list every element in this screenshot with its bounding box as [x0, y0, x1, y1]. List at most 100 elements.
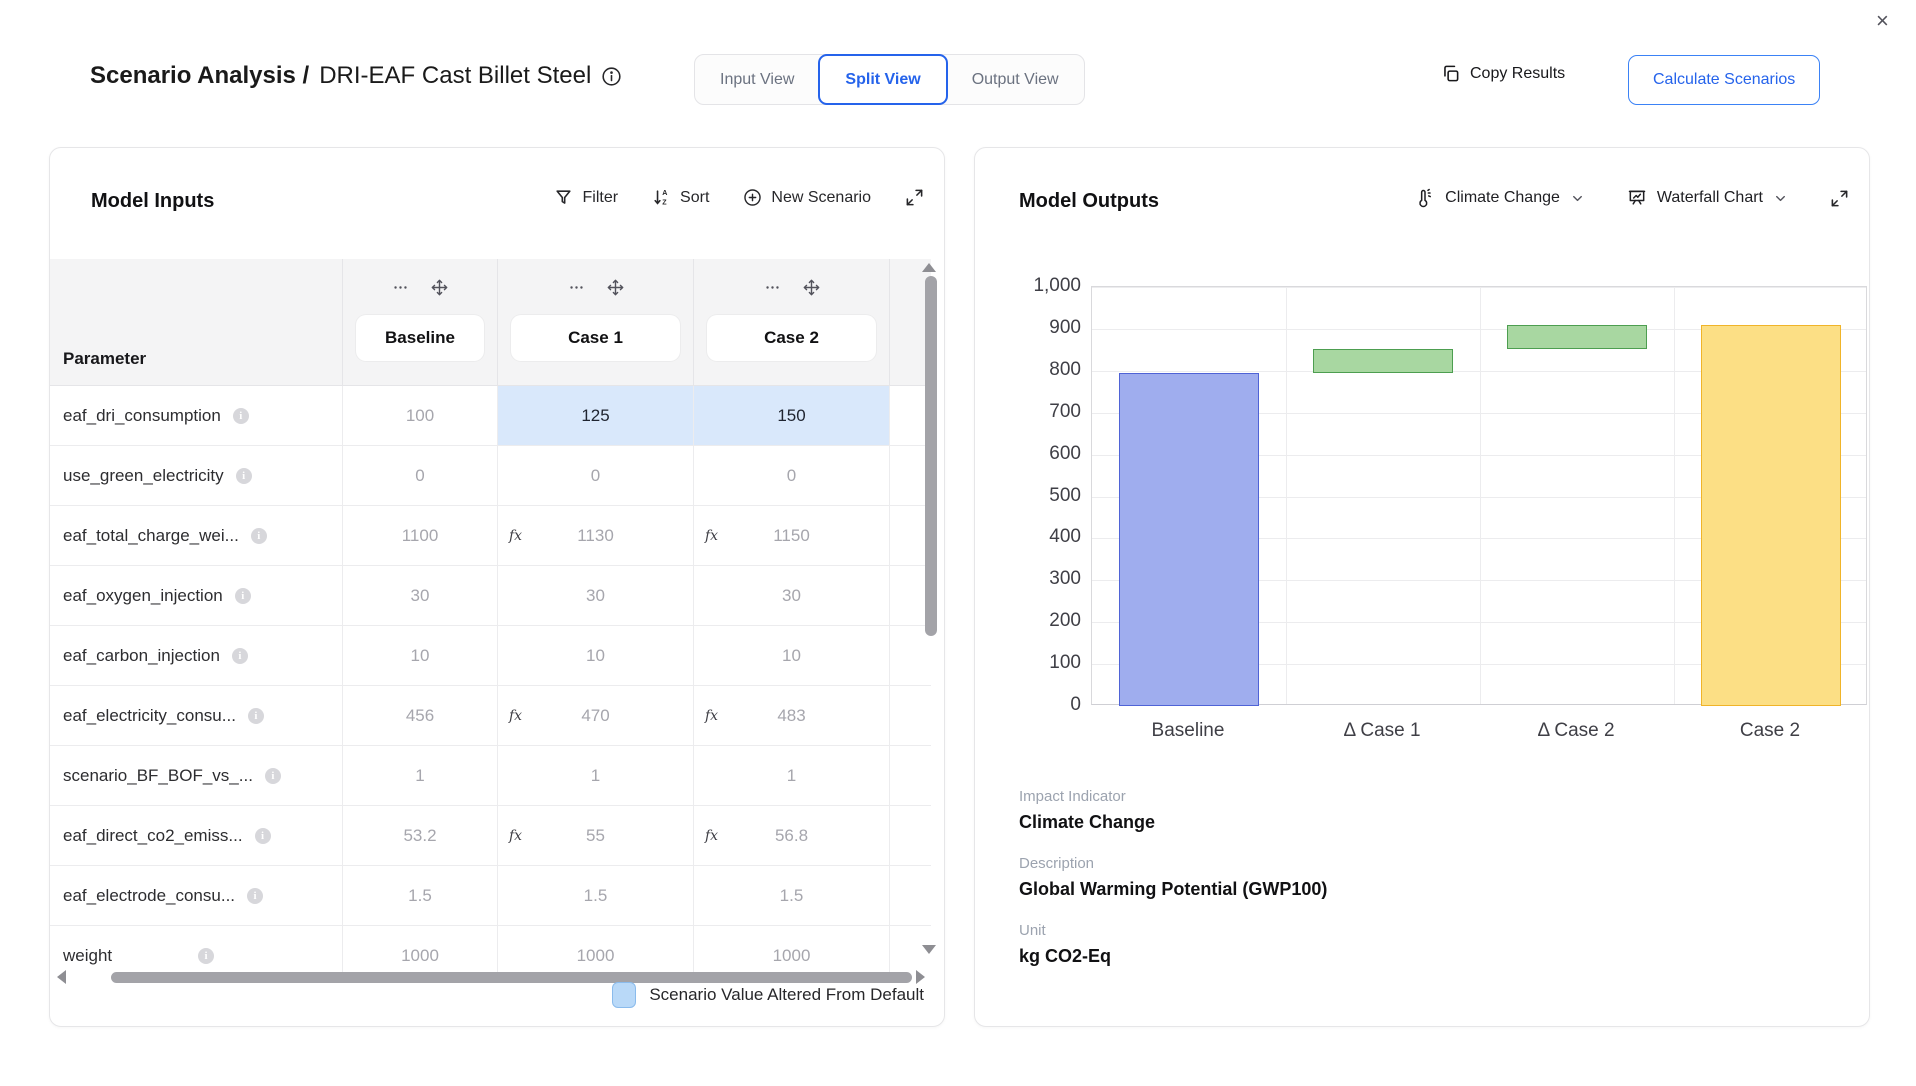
info-label: Description: [1019, 855, 1095, 872]
filter-icon: [556, 190, 572, 204]
cell-value: 1.5: [408, 885, 432, 905]
parameter-name: weight: [63, 945, 113, 965]
vertical-scroll-up-arrow[interactable]: [922, 263, 936, 272]
tab-input-view[interactable]: Input View: [720, 70, 795, 88]
parameter-info-icon[interactable]: i: [232, 407, 249, 424]
gridline: [1480, 287, 1481, 704]
parameter-info-icon[interactable]: i: [198, 947, 214, 964]
impact-indicator-dropdown[interactable]: Climate Change: [1415, 188, 1585, 208]
value-cell[interactable]: 10: [498, 626, 694, 685]
vertical-scrollbar-thumb[interactable]: [925, 276, 937, 636]
value-cell[interactable]: fx 470: [498, 686, 694, 745]
parameter-info-icon[interactable]: i: [247, 707, 264, 724]
value-cell[interactable]: 1100: [343, 506, 498, 565]
value-cell[interactable]: fx 56.8: [694, 806, 890, 865]
value-cell[interactable]: 53.2: [343, 806, 498, 865]
value-cell[interactable]: 10: [343, 626, 498, 685]
value-cell[interactable]: 0: [498, 446, 694, 505]
value-cell[interactable]: 150: [694, 386, 890, 445]
scenario-name-pill[interactable]: Baseline: [356, 315, 484, 361]
horizontal-scroll-left-arrow[interactable]: [57, 970, 66, 984]
horizontal-scrollbar-thumb[interactable]: [111, 972, 912, 983]
inputs-expand-button[interactable]: [905, 188, 924, 207]
column-menu-icon[interactable]: [392, 279, 409, 296]
scenario-name-pill[interactable]: Case 2: [707, 315, 876, 361]
value-cell[interactable]: 1000: [498, 926, 694, 976]
value-cell[interactable]: 1: [343, 746, 498, 805]
value-cell[interactable]: fx 1150: [694, 506, 890, 565]
column-move-icon[interactable]: [607, 279, 624, 296]
tab-output-view[interactable]: Output View: [971, 70, 1059, 88]
parameter-info-icon[interactable]: i: [231, 647, 248, 664]
y-tick-label: 0: [1070, 694, 1081, 715]
formula-fx-icon: fx: [705, 827, 719, 844]
y-tick-label: 600: [1049, 442, 1081, 464]
parameter-cell: eaf_carbon_injection i: [50, 626, 343, 685]
parameter-name: eaf_electricity_consu...: [63, 705, 236, 725]
value-cell[interactable]: 10: [694, 626, 890, 685]
sort-label: Sort: [680, 188, 710, 206]
value-cell[interactable]: 125: [498, 386, 694, 445]
filter-button[interactable]: Filter: [554, 188, 618, 207]
copy-results-button[interactable]: Copy Results: [1441, 64, 1565, 83]
column-menu-icon[interactable]: [568, 279, 585, 296]
table-row: use_green_electricity i 0 0 0: [50, 446, 931, 506]
sort-button[interactable]: A Z Sort: [652, 188, 709, 207]
gridline: [1092, 287, 1866, 288]
info-label: Impact Indicator: [1019, 788, 1126, 805]
parameter-cell: eaf_oxygen_injection i: [50, 566, 343, 625]
tab-split-view[interactable]: Split View: [818, 54, 948, 105]
scenario-name-pill[interactable]: Case 1: [511, 315, 680, 361]
value-cell[interactable]: 100: [343, 386, 498, 445]
close-icon[interactable]: ×: [1876, 8, 1889, 33]
parameter-info-icon[interactable]: i: [234, 587, 251, 604]
value-cell[interactable]: 0: [694, 446, 890, 505]
table-row: eaf_oxygen_injection i 30 30 30: [50, 566, 931, 626]
output-info-group: Description Global Warming Potential (GWP…: [1019, 855, 1327, 900]
waterfall-bar: [1507, 324, 1647, 349]
outputs-expand-button[interactable]: [1830, 189, 1849, 208]
copy-results-label: Copy Results: [1470, 64, 1566, 82]
horizontal-scroll-right-arrow[interactable]: [916, 970, 925, 984]
new-scenario-button[interactable]: New Scenario: [743, 188, 871, 207]
inputs-toolbar: Filter A Z Sort New Scenario: [554, 188, 924, 207]
value-cell[interactable]: 1.5: [694, 866, 890, 925]
value-cell[interactable]: fx 1130: [498, 506, 694, 565]
parameter-info-icon[interactable]: i: [254, 827, 271, 844]
vertical-scroll-down-arrow[interactable]: [922, 945, 936, 954]
value-cell[interactable]: 0: [343, 446, 498, 505]
parameter-info-icon[interactable]: i: [235, 467, 252, 484]
y-tick-label: 100: [1049, 652, 1081, 674]
waterfall-bar: [1313, 349, 1453, 373]
value-cell[interactable]: 30: [694, 566, 890, 625]
value-cell[interactable]: 1000: [343, 926, 498, 976]
column-move-icon[interactable]: [803, 279, 820, 296]
value-cell[interactable]: 1.5: [343, 866, 498, 925]
value-cell[interactable]: fx 483: [694, 686, 890, 745]
cell-value: 1000: [401, 945, 439, 965]
cell-value: 483: [777, 705, 806, 725]
parameter-name: scenario_BF_BOF_vs_...: [63, 765, 253, 785]
parameter-info-icon[interactable]: i: [247, 887, 264, 904]
value-cell[interactable]: 30: [498, 566, 694, 625]
waterfall-chart: 0 100 200 300 400 500 600 700 800 900 1,000 Baseli…: [975, 148, 1871, 768]
cell-value: 1000: [576, 945, 615, 965]
gridline: [1092, 538, 1866, 540]
info-icon[interactable]: [601, 66, 622, 87]
calculate-scenarios-button[interactable]: Calculate Scenarios: [1628, 55, 1821, 105]
value-cell[interactable]: 30: [343, 566, 498, 625]
parameter-info-icon[interactable]: i: [264, 767, 281, 784]
value-cell[interactable]: 1: [694, 746, 890, 805]
column-move-icon[interactable]: [431, 279, 448, 296]
parameter-info-icon[interactable]: i: [250, 527, 267, 544]
page-title-model: DRI-EAF Cast Billet Steel: [319, 62, 592, 89]
value-cell[interactable]: 1.5: [498, 866, 694, 925]
scenario-column-header: Baseline: [343, 259, 498, 385]
value-cell[interactable]: 1000: [694, 926, 890, 976]
chart-type-dropdown[interactable]: Waterfall Chart: [1627, 188, 1788, 208]
value-cell[interactable]: fx 55: [498, 806, 694, 865]
waterfall-bar: [1701, 324, 1841, 706]
value-cell[interactable]: 1: [498, 746, 694, 805]
value-cell[interactable]: 456: [343, 686, 498, 745]
column-menu-icon[interactable]: [764, 279, 781, 296]
